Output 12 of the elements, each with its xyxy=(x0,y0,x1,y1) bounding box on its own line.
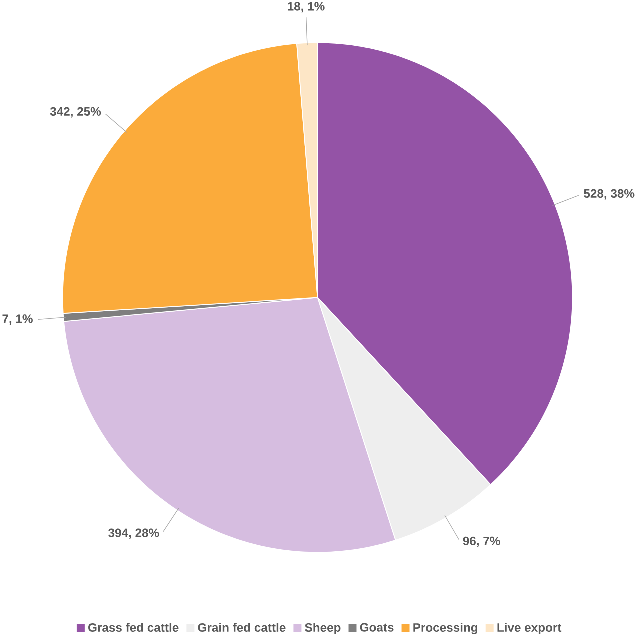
data-label: 528, 38% xyxy=(584,189,635,200)
data-label: 96, 7% xyxy=(463,536,500,548)
legend-label: Grass fed cattle xyxy=(88,623,179,632)
legend-label: Sheep xyxy=(305,623,341,634)
data-label: 342, 25% xyxy=(50,107,101,118)
legend-label: Goats xyxy=(360,623,394,632)
data-label: 394, 28% xyxy=(108,528,160,540)
legend-label: Grain fed cattle xyxy=(198,623,286,632)
data-label: 7, 1% xyxy=(2,314,33,326)
data-label: 18, 1% xyxy=(288,2,325,13)
legend-label: Live export xyxy=(498,623,562,634)
legend-label: Processing xyxy=(414,623,478,634)
